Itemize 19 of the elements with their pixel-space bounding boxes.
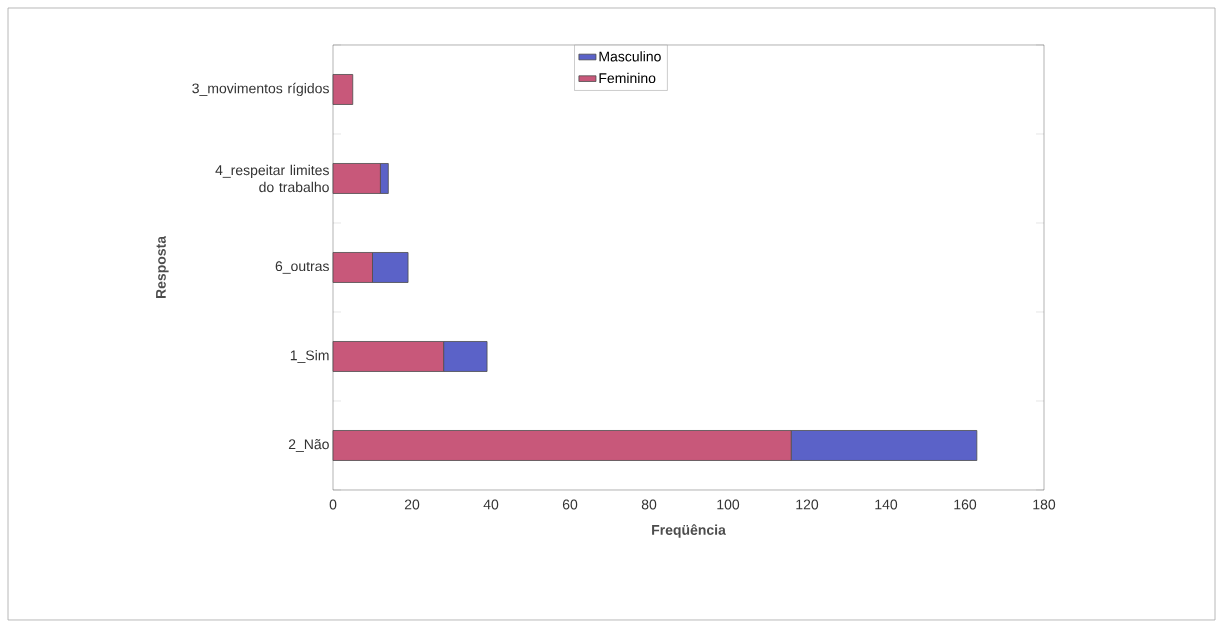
- y-axis-title: Resposta: [156, 235, 169, 299]
- x-tick-label: 80: [641, 499, 657, 510]
- y-tick-label: 6_outras: [275, 261, 329, 274]
- x-axis-title: Freqüência: [652, 524, 726, 538]
- x-tick-label: 160: [954, 499, 977, 510]
- x-tick-label: 120: [796, 499, 819, 510]
- x-tick-label: 60: [562, 499, 578, 510]
- x-tick-label: 180: [1033, 499, 1056, 510]
- legend-label: Masculino: [599, 51, 661, 62]
- legend-label: Feminino: [599, 72, 656, 84]
- y-tick-label: 1_Sim: [290, 350, 329, 363]
- x-tick-label: 40: [483, 499, 499, 510]
- x-tick-label: 100: [717, 499, 740, 510]
- y-tick-label: 3_movimentos rígidos: [192, 82, 329, 97]
- x-tick-label: 0: [329, 499, 337, 510]
- x-tick-label: 20: [404, 499, 420, 510]
- y-tick-label: 2_Não: [288, 439, 329, 452]
- y-tick-label: 4_respeitar limites do trabalho: [215, 164, 329, 193]
- x-tick-label: 140: [875, 499, 898, 510]
